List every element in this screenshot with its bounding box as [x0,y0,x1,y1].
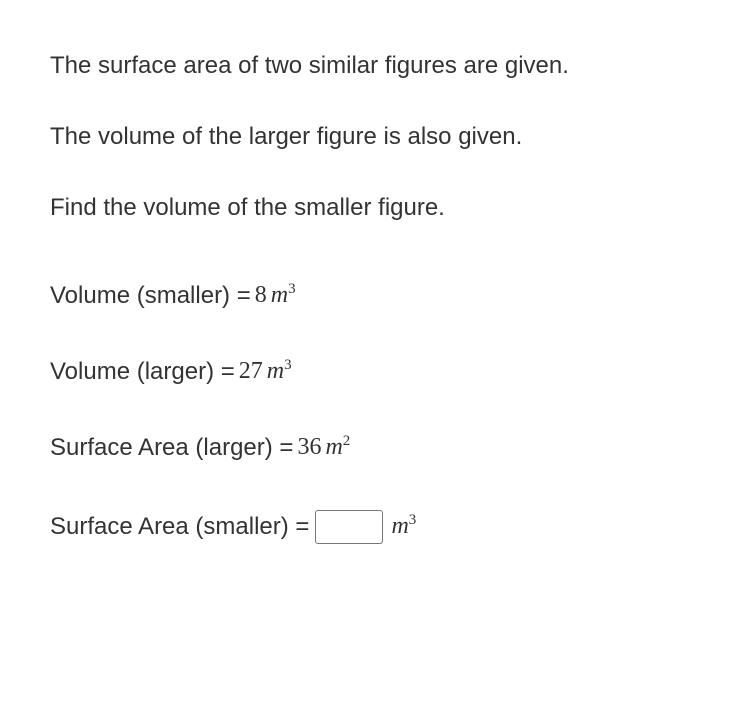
unit-base: m [391,513,408,539]
answer-input[interactable] [315,510,383,544]
problem-statement-line-2: The volume of the larger figure is also … [50,121,705,152]
unit-volume-larger: m3 [263,358,292,385]
unit-answer: m3 [387,513,416,540]
unit-exp: 2 [343,433,351,449]
label-sa-larger: Surface Area (larger) = [50,434,293,462]
value-volume-larger: 27 [235,358,263,385]
unit-base: m [267,358,284,384]
value-sa-larger: 36 [293,434,321,461]
given-volume-larger: Volume (larger) = 27 m3 [50,358,705,386]
unit-base: m [325,434,342,460]
value-volume-smaller: 8 [251,282,267,309]
label-volume-smaller: Volume (smaller) = [50,282,251,310]
label-volume-larger: Volume (larger) = [50,358,235,386]
answer-surface-area-smaller: Surface Area (smaller) = m3 [50,510,705,544]
unit-base: m [271,282,288,308]
unit-sa-larger: m2 [321,434,350,461]
given-volume-smaller: Volume (smaller) = 8 m3 [50,282,705,310]
unit-exp: 3 [284,357,292,373]
problem-page: The surface area of two similar figures … [0,0,750,728]
unit-exp: 3 [288,281,296,297]
unit-volume-smaller: m3 [267,282,296,309]
given-surface-area-larger: Surface Area (larger) = 36 m2 [50,434,705,462]
unit-exp: 3 [409,512,417,528]
problem-statement-line-1: The surface area of two similar figures … [50,50,705,81]
label-sa-smaller: Surface Area (smaller) = [50,513,309,541]
problem-statement-line-3: Find the volume of the smaller figure. [50,192,705,223]
